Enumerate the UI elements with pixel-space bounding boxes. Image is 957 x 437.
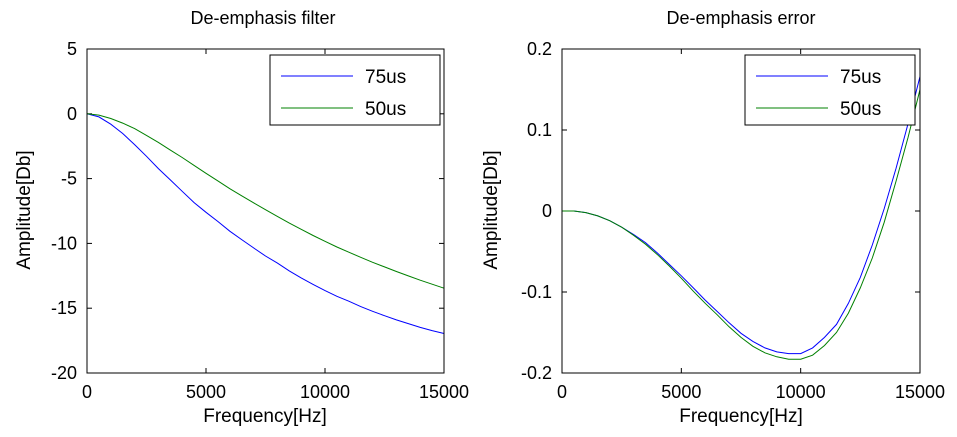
left-y-tick-label: -20 bbox=[51, 363, 77, 383]
left-y-tick-label: 0 bbox=[67, 104, 77, 124]
left-plot-series-lines bbox=[86, 113, 445, 334]
left-x-axis-title: Frequency[Hz] bbox=[203, 406, 327, 427]
left-x-tick-label: 0 bbox=[82, 382, 92, 402]
left-y-tick-label: -15 bbox=[51, 298, 77, 318]
left-series-line-75us bbox=[86, 113, 445, 334]
left-x-tick-label: 15000 bbox=[419, 382, 469, 402]
right-x-tick-label: 0 bbox=[557, 382, 567, 402]
right-plot: De-emphasis error 0 5000 10000 150000.20.10… bbox=[481, 8, 945, 427]
right-plot-series-lines bbox=[562, 76, 921, 360]
right-y-tick-label: 0.1 bbox=[527, 120, 552, 140]
right-legend-label-75us: 75us bbox=[840, 67, 881, 88]
right-legend-box bbox=[744, 54, 916, 126]
right-x-tick-label: 5000 bbox=[661, 382, 701, 402]
left-legend-label-75us: 75us bbox=[365, 67, 406, 88]
right-legend: 75us 50us bbox=[744, 54, 916, 126]
left-y-axis-title: Amplitude[Db] bbox=[14, 150, 35, 269]
right-plot-ticks: 0 5000 10000 15000 0.2 0.1 0 -0.1 -0.2 bbox=[521, 39, 945, 402]
right-y-tick-label: -0.1 bbox=[521, 282, 552, 302]
right-y-tick-label: 0 bbox=[542, 201, 552, 221]
left-legend: 75us 50us bbox=[269, 54, 441, 126]
left-y-tick-label: -10 bbox=[51, 233, 77, 253]
left-legend-box bbox=[269, 54, 441, 126]
right-x-tick-label: 15000 bbox=[895, 382, 945, 402]
right-legend-label-50us: 50us bbox=[840, 99, 881, 120]
left-y-tick-label: 5 bbox=[67, 39, 77, 59]
right-y-tick-label: -0.2 bbox=[521, 363, 552, 383]
right-series-line-50us bbox=[562, 89, 921, 360]
right-y-tick-label: 0.2 bbox=[527, 39, 552, 59]
left-series-line-50us bbox=[86, 113, 445, 289]
right-y-axis-title: Amplitude[Db] bbox=[481, 150, 502, 269]
left-plot-frame bbox=[86, 48, 445, 374]
right-x-axis-title: Frequency[Hz] bbox=[679, 406, 803, 427]
right-plot-frame bbox=[561, 48, 921, 374]
left-y-tick-label: -5 bbox=[61, 169, 77, 189]
right-x-tick-label: 10000 bbox=[776, 382, 826, 402]
left-plot: De-emphasis filter 0 5000 10000 15000 5 0 -5 -1… bbox=[14, 8, 469, 427]
left-x-tick-label: 10000 bbox=[300, 382, 350, 402]
left-chart-title: De-emphasis filter bbox=[190, 8, 335, 28]
right-chart-title: De-emphasis error bbox=[666, 8, 815, 28]
left-legend-label-50us: 50us bbox=[365, 99, 406, 120]
left-plot-ticks: 0 5000 10000 15000 5 0 -5 -10 -15 -20 bbox=[51, 39, 469, 402]
left-x-tick-label: 5000 bbox=[186, 382, 226, 402]
